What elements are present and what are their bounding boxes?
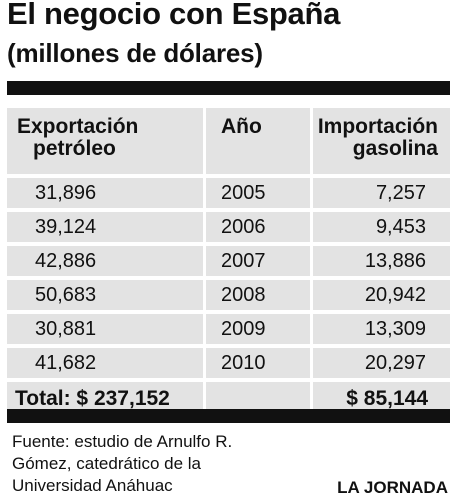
- header-importacion: Importación gasolina: [313, 108, 450, 174]
- column-gap: [203, 348, 206, 378]
- column-gap: [310, 314, 313, 344]
- column-gap: [203, 314, 206, 344]
- column-gap: [310, 212, 313, 242]
- cell-exportacion: 31,896: [7, 178, 203, 208]
- cell-exportacion: 42,886: [7, 246, 203, 276]
- table-row: 50,683 2008 20,942: [7, 280, 450, 310]
- cell-exportacion: 50,683: [7, 280, 203, 310]
- cell-importacion: 13,309: [313, 314, 450, 344]
- column-gap: [310, 108, 313, 174]
- cell-anio: 2008: [206, 280, 310, 310]
- cell-anio: 2009: [206, 314, 310, 344]
- header-exportacion: Exportación petróleo: [7, 108, 203, 174]
- column-gap: [203, 108, 206, 174]
- source-line: Universidad Anáhuac: [12, 476, 173, 495]
- column-gap: [310, 178, 313, 208]
- table-header-row: Exportación petróleo Año Importación gas…: [7, 108, 450, 174]
- header-anio: Año: [206, 108, 310, 174]
- header-anio-label: Año: [221, 115, 262, 138]
- data-table: Exportación petróleo Año Importación gas…: [7, 104, 450, 420]
- cell-anio: 2007: [206, 246, 310, 276]
- cell-importacion: 20,942: [313, 280, 450, 310]
- header-importacion-line1: Importación: [317, 115, 438, 138]
- cell-anio: 2006: [206, 212, 310, 242]
- header-importacion-line2: gasolina: [352, 137, 438, 160]
- column-gap: [310, 280, 313, 310]
- table-row: 41,682 2010 20,297: [7, 348, 450, 378]
- column-gap: [310, 382, 313, 416]
- cell-anio: 2010: [206, 348, 310, 378]
- column-gap: [310, 246, 313, 276]
- cell-importacion: 7,257: [313, 178, 450, 208]
- cell-anio: 2005: [206, 178, 310, 208]
- cell-exportacion: 41,682: [7, 348, 203, 378]
- top-divider-bar: [7, 81, 450, 95]
- column-gap: [203, 246, 206, 276]
- header-exportacion-line2: petróleo: [33, 137, 116, 160]
- table-row: 39,124 2006 9,453: [7, 212, 450, 242]
- publisher-credit: LA JORNADA: [337, 478, 448, 497]
- cell-exportacion: 30,881: [7, 314, 203, 344]
- cell-importacion: 13,886: [313, 246, 450, 276]
- source-note: Fuente: estudio de Arnulfo R. Gómez, cat…: [12, 431, 312, 497]
- table-row: 31,896 2005 7,257: [7, 178, 450, 208]
- table-row: 30,881 2009 13,309: [7, 314, 450, 344]
- cell-importacion: 20,297: [313, 348, 450, 378]
- bottom-divider-bar: [7, 409, 450, 423]
- column-gap: [203, 212, 206, 242]
- column-gap: [203, 382, 206, 416]
- column-gap: [310, 348, 313, 378]
- cell-importacion: 9,453: [313, 212, 450, 242]
- header-exportacion-line1: Exportación: [17, 115, 139, 138]
- column-gap: [203, 178, 206, 208]
- table-row: 42,886 2007 13,886: [7, 246, 450, 276]
- column-gap: [203, 280, 206, 310]
- source-line: Fuente: estudio de Arnulfo R.: [12, 432, 233, 451]
- source-line: Gómez, catedrático de la: [12, 454, 201, 473]
- cell-exportacion: 39,124: [7, 212, 203, 242]
- page-subtitle: (millones de dólares): [7, 38, 263, 68]
- page-title: El negocio con España: [7, 0, 341, 31]
